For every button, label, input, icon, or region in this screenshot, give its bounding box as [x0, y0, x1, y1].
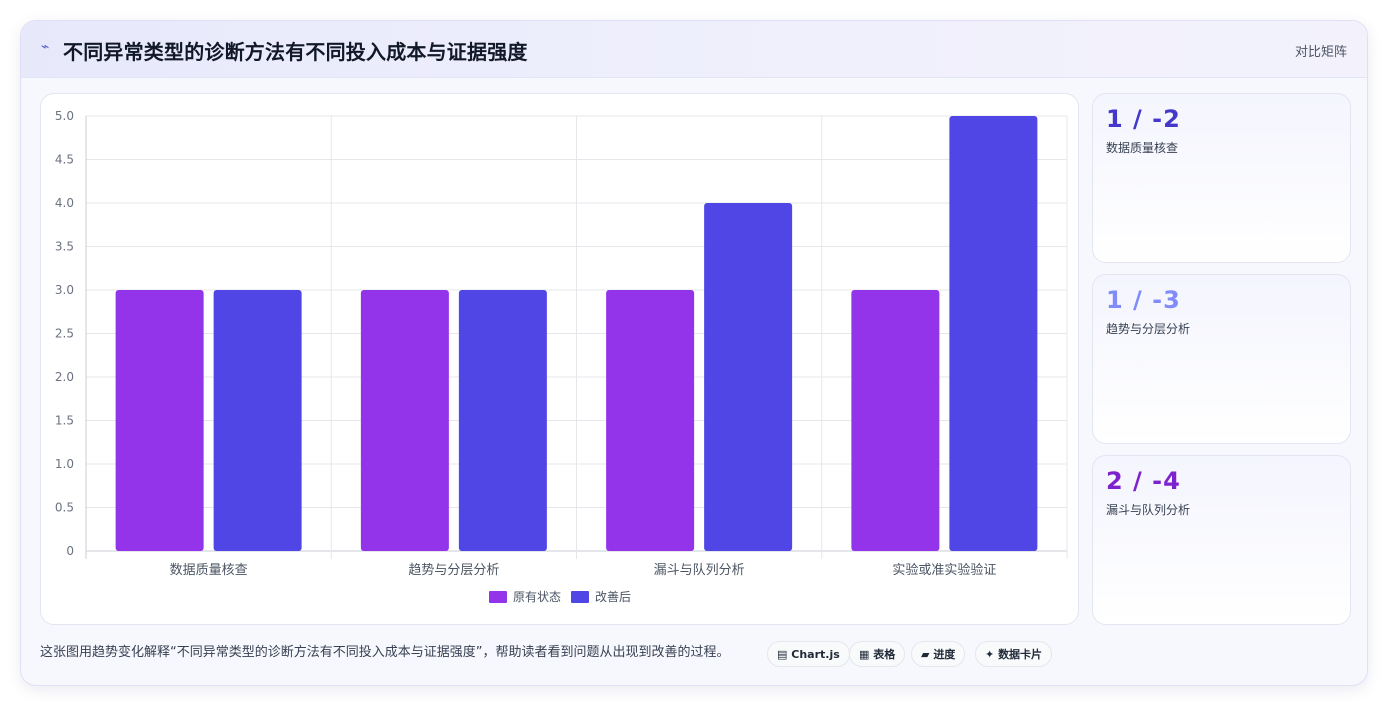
stat-value: 2 / -4 [1106, 467, 1181, 495]
stat-value: 1 / -2 [1106, 105, 1181, 133]
legend-label: 原有状态 [513, 590, 561, 604]
y-tick-label: 4.0 [55, 196, 74, 210]
report-card: ⌁ 不同异常类型的诊断方法有不同投入成本与证据强度 对比矩阵 0 0.5 1.0 1.… [20, 20, 1368, 686]
bar-improved [213, 290, 302, 551]
legend-label: 改善后 [595, 589, 631, 604]
stat-card-1: 1 / -2 数据质量核查 [1092, 93, 1351, 263]
tag-table[interactable]: ▦ 表格 [849, 641, 906, 667]
tag-label: 进度 [933, 648, 956, 661]
y-tick-label: 5.0 [55, 109, 74, 123]
sparkle-icon: ✦ [985, 648, 995, 661]
stat-label: 数据质量核查 [1106, 141, 1179, 155]
x-tick-label: 漏斗与队列分析 [654, 562, 745, 578]
bar-original [851, 290, 940, 551]
stat-card-2: 1 / -3 趋势与分层分析 [1092, 274, 1351, 444]
tag-label: 数据卡片 [998, 648, 1043, 661]
tag-progress[interactable]: ▰ 进度 [911, 641, 966, 667]
bar-original [115, 290, 204, 551]
stat-value: 1 / -3 [1106, 286, 1181, 314]
y-tick-label: 4.5 [55, 153, 74, 167]
legend-swatch [489, 591, 507, 603]
compare-matrix-link[interactable]: 对比矩阵 [1294, 45, 1347, 60]
trend-line-icon: ⌁ [41, 39, 50, 55]
y-tick-label: 2.5 [55, 327, 74, 341]
legend-swatch [571, 591, 589, 603]
y-tick-label: 3.5 [55, 240, 74, 254]
table-icon: ▦ [859, 648, 870, 661]
bar-original [360, 290, 449, 551]
y-tick-label: 2.0 [55, 370, 74, 384]
bar-improved [949, 116, 1038, 551]
bar-original [606, 290, 695, 551]
card-header: ⌁ 不同异常类型的诊断方法有不同投入成本与证据强度 对比矩阵 [21, 21, 1367, 78]
chart-caption: 这张图用趋势变化解释“不同异常类型的诊断方法有不同投入成本与证据强度”，帮助读者… [40, 645, 730, 660]
x-tick-label: 数据质量核查 [170, 563, 248, 578]
progress-icon: ▰ [921, 648, 930, 661]
tag-chartjs[interactable]: ▤ Chart.js [767, 641, 850, 667]
page-title: 不同异常类型的诊断方法有不同投入成本与证据强度 [63, 40, 528, 64]
y-tick-label: 0 [66, 544, 74, 558]
bar-improved [458, 290, 547, 551]
tag-data-cards[interactable]: ✦ 数据卡片 [975, 641, 1053, 667]
x-tick-label: 趋势与分层分析 [408, 562, 499, 578]
stat-label: 趋势与分层分析 [1106, 322, 1191, 336]
stat-card-3: 2 / -4 漏斗与队列分析 [1092, 455, 1351, 625]
chart-panel: 0 0.5 1.0 1.5 2.0 2.5 3.0 3.5 4.0 4.5 5.0 数据质量核查 趋势与… [40, 93, 1079, 625]
y-tick-label: 0.5 [55, 501, 74, 515]
y-tick-label: 1.0 [55, 457, 74, 471]
bar-chart: 0 0.5 1.0 1.5 2.0 2.5 3.0 3.5 4.0 4.5 5.0 数据质量核查 趋势与… [55, 109, 1068, 604]
x-tick-label: 实验或准实验验证 [892, 562, 996, 578]
tag-label: 表格 [873, 648, 896, 661]
chart-icon: ▤ [777, 648, 788, 661]
stat-label: 漏斗与队列分析 [1106, 503, 1191, 517]
y-tick-label: 3.0 [55, 283, 74, 297]
bar-improved [704, 203, 793, 551]
tag-label: Chart.js [791, 648, 840, 661]
y-tick-label: 1.5 [55, 414, 74, 428]
